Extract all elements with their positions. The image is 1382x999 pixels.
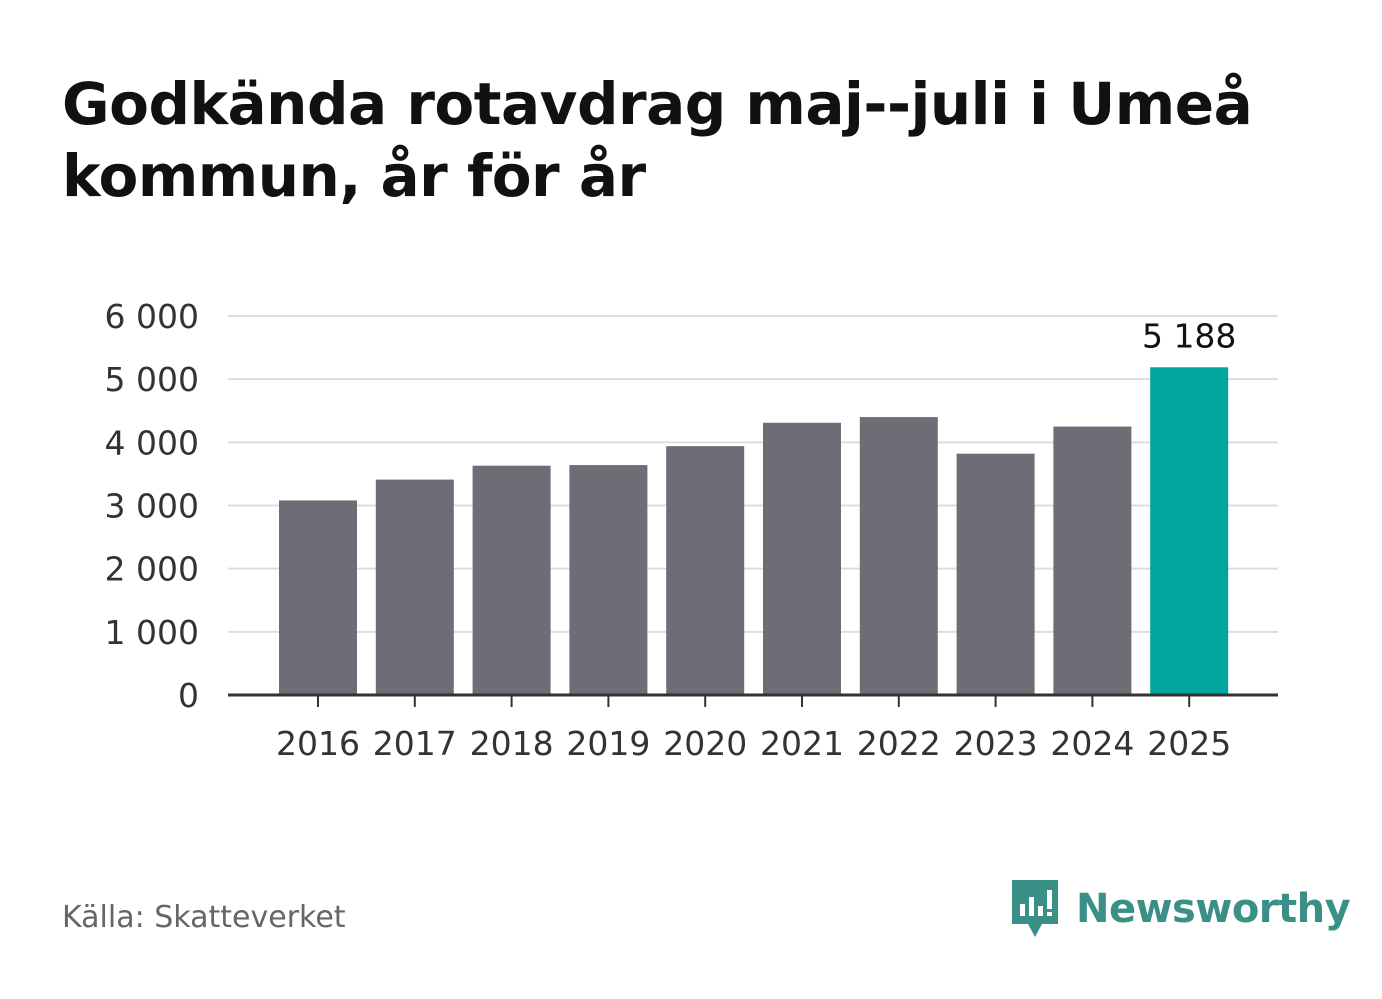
bar-2019 [569,465,648,695]
x-tick-label: 2021 [760,724,844,763]
chart-title: Godkända rotavdrag maj--juli i Umeå komm… [62,70,1253,210]
y-tick-label: 1 000 [105,613,199,652]
x-tick-label: 2025 [1147,724,1231,763]
highlight-value-label: 5 188 [1142,316,1236,355]
labels: 0 1 000 2 000 3 000 4 000 5 000 6 000 2016 2017 2… [105,297,1237,763]
brand-name: Newsworthy [1076,886,1351,932]
bar-2018 [472,465,551,695]
bar-2023 [956,453,1035,695]
x-tick-label: 2016 [276,724,360,763]
y-tick-label: 0 [178,676,199,715]
y-tick-label: 4 000 [105,423,199,462]
newsworthy-logo-icon [1012,880,1058,937]
x-tick-label: 2022 [857,724,941,763]
y-tick-label: 5 000 [105,360,199,399]
bar-2025 [1150,367,1229,695]
bar-2024 [1053,426,1132,695]
y-tick-label: 3 000 [105,487,199,526]
x-tick-label: 2019 [566,724,650,763]
x-tick-label: 2024 [1050,724,1134,763]
bar-2017 [375,479,454,695]
x-tick-label: 2017 [373,724,457,763]
bars [279,367,1229,695]
brand-logo: Newsworthy [1010,878,1351,940]
y-tick-label: 6 000 [105,297,199,336]
bar-2020 [666,446,745,695]
bar-2022 [859,417,938,695]
x-tick-label: 2018 [470,724,554,763]
bar-2016 [279,500,357,695]
bar-2021 [763,422,841,695]
x-tick-label: 2020 [663,724,747,763]
y-tick-label: 2 000 [105,550,199,589]
source-note: Källa: Skatteverket [62,900,346,935]
x-tick-label: 2023 [954,724,1038,763]
axes [228,693,1278,707]
